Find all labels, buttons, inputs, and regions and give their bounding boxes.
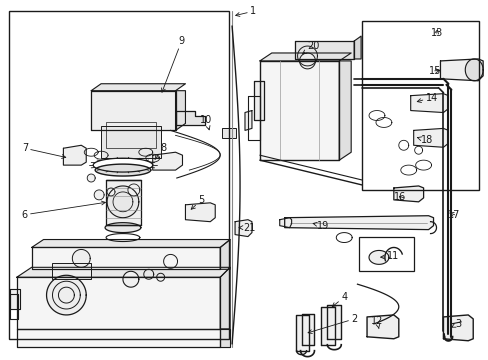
Polygon shape (410, 94, 447, 113)
Text: 7: 7 (21, 143, 65, 158)
Polygon shape (175, 111, 205, 125)
Text: 14: 14 (416, 93, 437, 103)
Polygon shape (326, 305, 341, 339)
Polygon shape (17, 277, 220, 329)
Polygon shape (17, 267, 230, 277)
Polygon shape (235, 220, 251, 237)
Text: 17: 17 (447, 210, 460, 220)
Polygon shape (321, 307, 335, 345)
Polygon shape (259, 61, 339, 160)
Polygon shape (353, 36, 360, 59)
Polygon shape (301, 314, 314, 345)
Polygon shape (339, 61, 350, 160)
Polygon shape (32, 239, 230, 247)
Bar (51, 264, 91, 279)
Polygon shape (366, 315, 398, 339)
Text: 11: 11 (380, 251, 398, 261)
Polygon shape (175, 91, 185, 130)
Polygon shape (443, 315, 472, 341)
Polygon shape (465, 59, 482, 81)
Polygon shape (393, 186, 423, 202)
Text: 2: 2 (307, 314, 357, 333)
Text: 20: 20 (302, 41, 319, 54)
Text: 6: 6 (21, 201, 105, 220)
Polygon shape (128, 184, 140, 196)
Polygon shape (72, 249, 90, 267)
Polygon shape (32, 247, 220, 269)
Text: 13: 13 (429, 28, 442, 38)
Polygon shape (220, 267, 230, 329)
Polygon shape (107, 188, 115, 196)
Polygon shape (259, 53, 350, 61)
Polygon shape (279, 218, 291, 228)
Polygon shape (91, 91, 175, 130)
Text: 4: 4 (331, 292, 346, 307)
Polygon shape (63, 145, 86, 165)
Polygon shape (94, 190, 104, 200)
Polygon shape (10, 289, 20, 309)
Polygon shape (87, 174, 95, 182)
Text: 9: 9 (161, 36, 184, 92)
Text: 19: 19 (312, 221, 329, 231)
Text: 1: 1 (235, 6, 256, 17)
Bar (222, 129, 236, 138)
Polygon shape (95, 164, 150, 176)
Text: 5: 5 (191, 195, 204, 209)
Polygon shape (295, 315, 308, 351)
Bar (51, 264, 91, 279)
Polygon shape (220, 329, 230, 347)
Polygon shape (91, 84, 185, 91)
Bar (222, 129, 236, 138)
Bar (101, 126, 161, 158)
Bar (101, 126, 161, 158)
Polygon shape (440, 59, 482, 81)
Text: 12: 12 (370, 316, 383, 329)
Text: 21: 21 (239, 222, 255, 233)
Polygon shape (152, 152, 182, 170)
Polygon shape (413, 129, 447, 147)
Bar (358, 237, 413, 271)
Polygon shape (185, 203, 215, 222)
Text: 18: 18 (417, 135, 432, 145)
Polygon shape (244, 111, 251, 130)
Text: 3: 3 (451, 319, 461, 329)
Polygon shape (294, 41, 353, 59)
Polygon shape (107, 186, 139, 218)
Bar (9, 11, 229, 339)
Polygon shape (105, 223, 141, 233)
Text: 10: 10 (200, 116, 212, 130)
Bar (106, 122, 155, 148)
Polygon shape (46, 275, 86, 315)
Polygon shape (106, 180, 141, 225)
Text: 16: 16 (393, 192, 405, 202)
Polygon shape (220, 239, 230, 269)
Polygon shape (253, 81, 264, 121)
Polygon shape (368, 251, 388, 264)
Polygon shape (299, 53, 315, 69)
Polygon shape (17, 329, 220, 347)
Text: 8: 8 (155, 143, 166, 159)
Polygon shape (122, 271, 139, 287)
Polygon shape (284, 216, 433, 230)
Bar (361, 21, 478, 190)
Text: 15: 15 (427, 66, 440, 76)
